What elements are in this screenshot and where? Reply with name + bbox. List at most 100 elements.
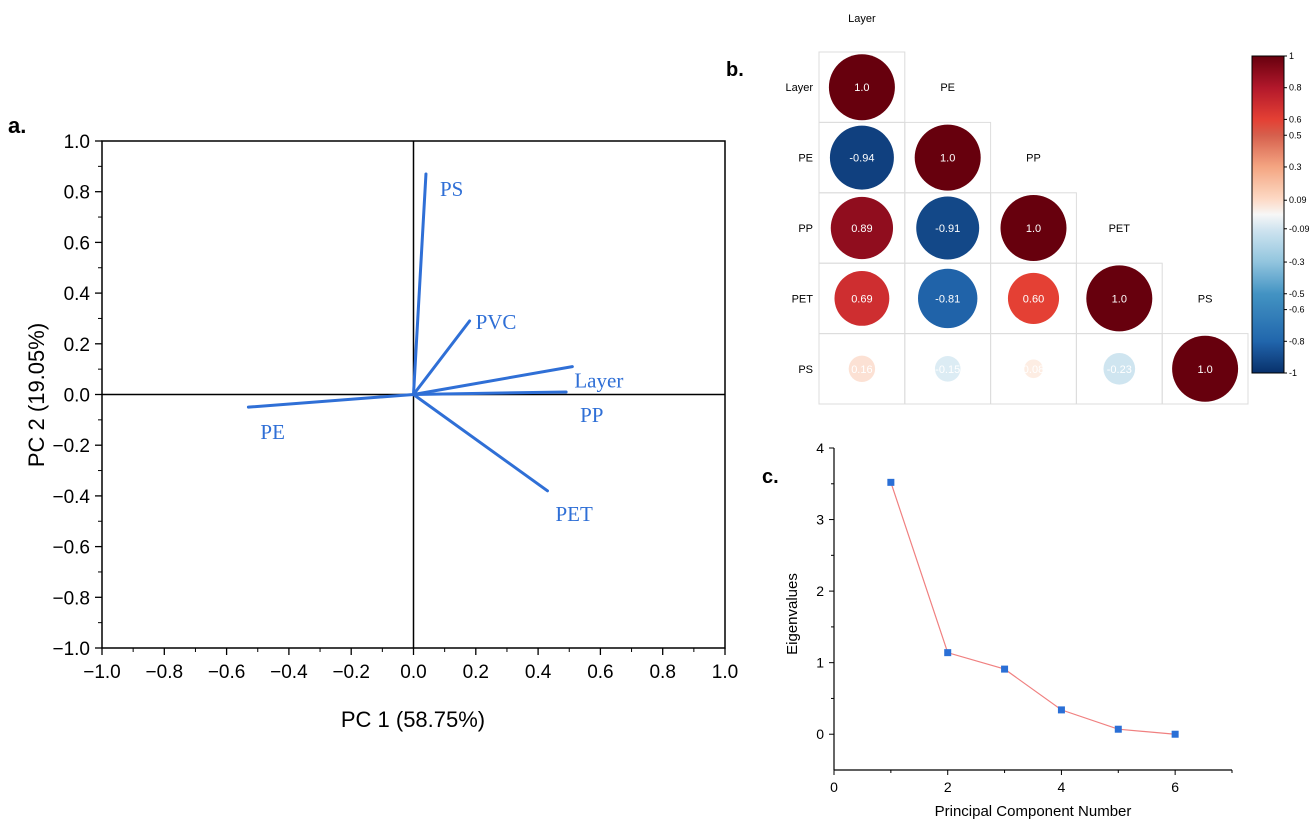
panel-a-biplot: −1.0 −0.8 −0.6 −0.4 −0.2 0.0 0.2 0.4 0.6 0.8 1.0 1… [24, 132, 738, 732]
colorbar-tick-label: 0.09 [1289, 195, 1307, 205]
correlation-circle [829, 125, 894, 190]
scree-y-tick-label: 3 [816, 512, 824, 528]
scree-y-tick-label: 1 [816, 655, 824, 671]
scree-x-tick-label: 4 [1058, 779, 1066, 795]
panel-c-scree-plot: 0 1 2 3 4 0 2 4 6 Principal Component Number Eig… [784, 440, 1233, 820]
correlation-value: -0.23 [1107, 364, 1132, 376]
scree-y-axis-title: Eigenvalues [784, 573, 801, 655]
column-label: Layer [848, 13, 876, 25]
biplot-y-axis-title: PC 2 (19.05%) [24, 323, 49, 467]
panel-a-letter: a. [8, 113, 26, 138]
loading-vector-pvc [412, 319, 472, 396]
panel-b-letter: b. [726, 59, 744, 81]
loading-vector-pe [246, 393, 415, 409]
colorbar-tick-label: 0.8 [1289, 83, 1302, 93]
colorbar-tick-label: 0.5 [1289, 130, 1302, 140]
correlation-circle [1007, 272, 1060, 324]
eigenvalue-line [890, 482, 1176, 735]
row-label: PS [798, 364, 813, 376]
correlation-value: 0.69 [851, 293, 872, 305]
colorbar-tick-label: -1 [1289, 368, 1297, 378]
biplot-x-axis-title: PC 1 (58.75%) [341, 707, 485, 732]
correlation-value: 1.0 [1197, 364, 1212, 376]
y-tick-label: −0.8 [52, 588, 90, 609]
correlation-value: 0.89 [851, 223, 872, 235]
correlation-circle [828, 54, 895, 121]
y-tick-label: −1.0 [52, 639, 90, 660]
colorbar-tick-label: -0.09 [1289, 224, 1309, 234]
correlation-circle [848, 355, 876, 382]
correlation-value: 0.60 [1023, 293, 1044, 305]
x-tick-label: −0.4 [270, 662, 308, 683]
column-label: PP [1026, 153, 1041, 165]
x-tick-label: −0.8 [146, 662, 184, 683]
eigenvalue-marker [887, 478, 895, 486]
scree-x-tick-label: 0 [830, 779, 838, 795]
scree-y-tick-label: 0 [816, 726, 824, 742]
correlation-value: -0.91 [935, 223, 960, 235]
loading-vector-layer [412, 365, 574, 396]
colorbar-tick-label: 0.6 [1289, 114, 1302, 124]
scree-y-tick-label: 4 [816, 440, 824, 456]
loading-label-pet: PET [555, 502, 593, 526]
correlation-value: -0.81 [935, 293, 960, 305]
x-tick-label: 0.8 [649, 662, 675, 683]
colorbar-tick-label: -0.8 [1289, 336, 1305, 346]
scree-x-axis-title: Principal Component Number [935, 803, 1132, 820]
correlation-circle [1024, 359, 1043, 379]
correlation-circle [914, 124, 981, 191]
colorbar-tick-label: -0.5 [1289, 289, 1305, 299]
correlation-circle [916, 196, 980, 260]
correlation-value: 1.0 [854, 82, 869, 94]
y-tick-label: −0.2 [52, 436, 90, 457]
y-tick-label: −0.4 [52, 487, 90, 508]
panel-b-correlation-matrix: Layer Layer 1.0 PE PE -0.94 1.0 PP PP 0.89 -0.91 1.… [785, 13, 1309, 405]
x-tick-label: 0.6 [587, 662, 613, 683]
correlation-value: 0.16 [851, 364, 872, 376]
correlation-circle [1000, 195, 1067, 261]
correlation-circle [1086, 265, 1153, 332]
correlation-value: 0.08 [1023, 364, 1044, 376]
colorbar-bar [1251, 55, 1285, 374]
eigenvalue-marker [944, 649, 952, 657]
eigenvalue-marker [1001, 665, 1009, 673]
loading-label-pvc: PVC [476, 310, 517, 334]
correlation-circle [934, 356, 961, 382]
scree-y-tick-label: 2 [816, 583, 824, 599]
x-tick-label: 0.0 [400, 662, 426, 683]
colorbar-tick-label: 0.3 [1289, 162, 1302, 172]
loading-vector-ps [412, 172, 428, 396]
scree-x-tick-label: 2 [944, 779, 952, 795]
y-tick-label: −0.6 [52, 538, 90, 559]
row-label: PET [792, 293, 814, 305]
row-label: PE [798, 153, 813, 165]
y-tick-label: 0.4 [64, 284, 91, 305]
correlation-value: 1.0 [940, 153, 955, 165]
x-tick-label: −0.2 [332, 662, 370, 683]
y-tick-label: 1.0 [64, 132, 90, 153]
correlation-value: 1.0 [1026, 223, 1041, 235]
correlation-circle [834, 270, 890, 326]
loading-label-layer: Layer [574, 369, 623, 393]
loading-label-pp: PP [580, 403, 603, 427]
x-tick-label: 0.4 [525, 662, 552, 683]
eigenvalue-marker [1114, 725, 1122, 733]
loading-label-ps: PS [440, 177, 463, 201]
x-tick-label: 1.0 [712, 662, 738, 683]
loading-vector-pet [412, 393, 549, 493]
correlation-circle [1172, 335, 1239, 402]
correlation-value: -0.15 [935, 364, 960, 376]
column-label: PE [940, 82, 955, 94]
colorbar-tick-label: 1 [1289, 51, 1294, 61]
row-label: Layer [785, 82, 813, 94]
loading-vector-pp [412, 390, 568, 396]
colorbar-tick-label: -0.6 [1289, 305, 1305, 315]
correlation-value: -0.94 [849, 153, 874, 165]
eigenvalue-marker [1057, 706, 1065, 714]
panel-c-letter: c. [762, 466, 779, 488]
column-label: PET [1109, 223, 1131, 235]
matrix-cell [1161, 333, 1249, 405]
eigenvalue-marker [1171, 730, 1179, 738]
x-tick-label: 0.2 [463, 662, 489, 683]
